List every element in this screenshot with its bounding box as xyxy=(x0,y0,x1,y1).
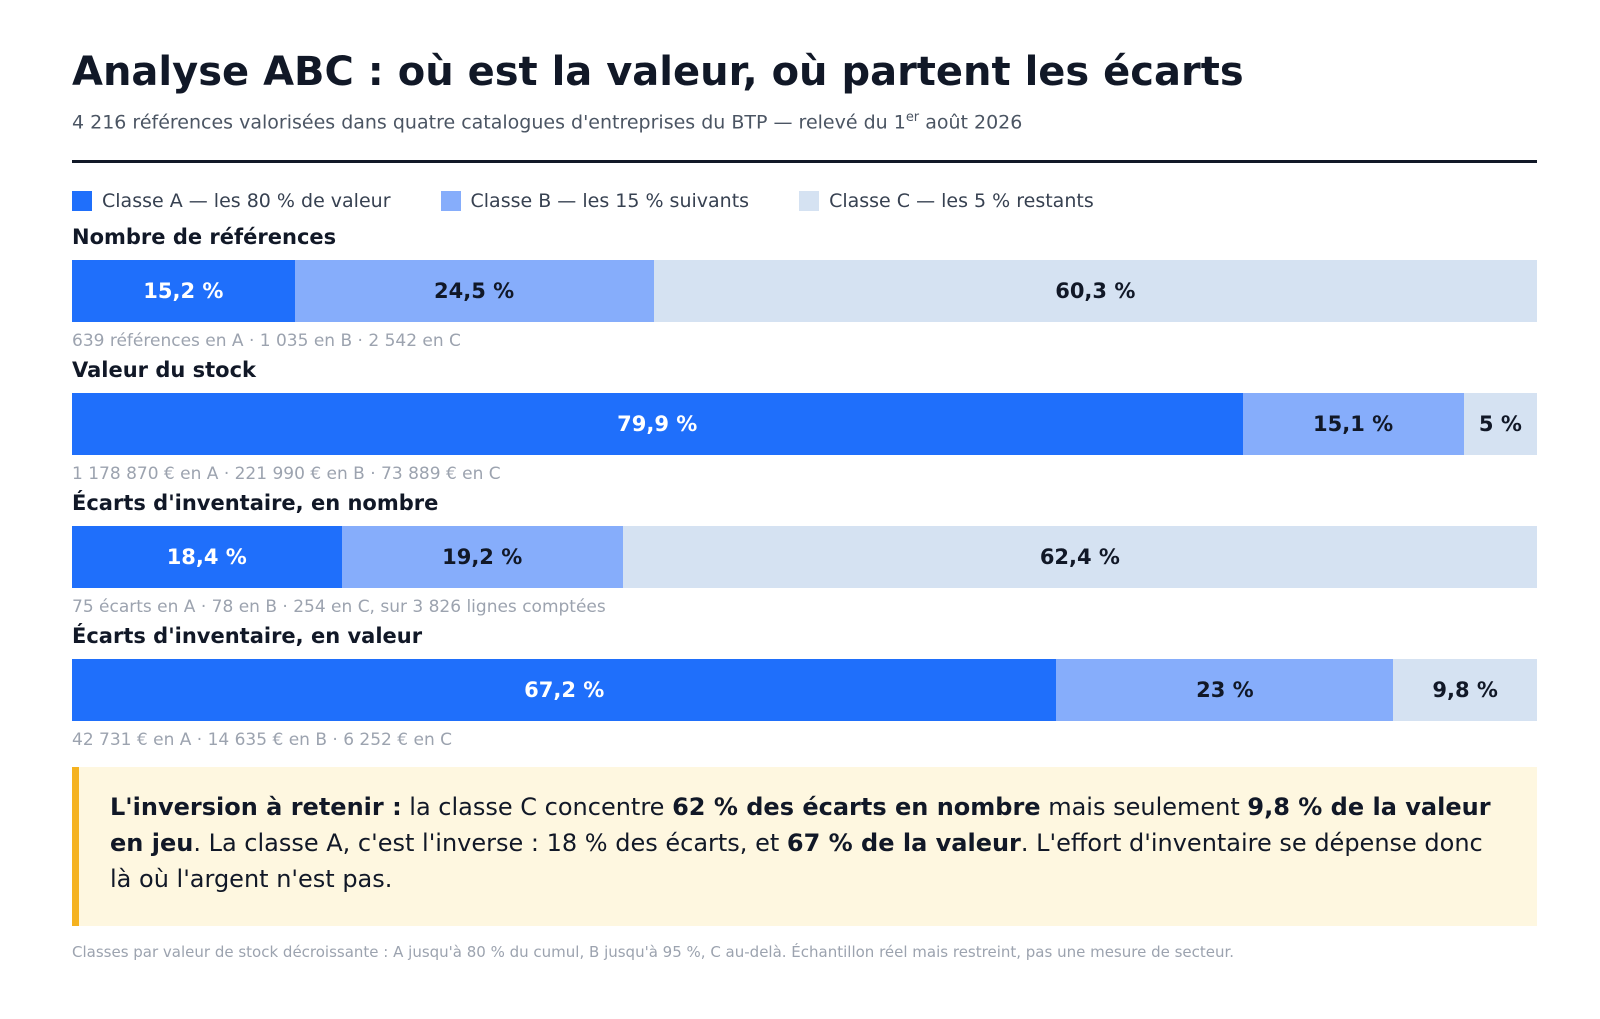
callout-highlight: 67 % de la valeur xyxy=(786,829,1021,857)
chart-row-gap-count: Écarts d'inventaire, en nombre 18,4 % 19,… xyxy=(72,488,1537,618)
callout-text: mais seulement xyxy=(1040,793,1248,821)
bar-segment-class-a: 67,2 % xyxy=(72,659,1057,721)
bar-value-label: 67,2 % xyxy=(524,678,605,702)
row-note: 1 178 870 € en A · 221 990 € en B · 73 8… xyxy=(72,464,501,484)
legend-item-b: Classe B — les 15 % suivants xyxy=(440,190,750,212)
legend-item-a: Classe A — les 80 % de valeur xyxy=(72,190,391,212)
chart-row-stock-value: Valeur du stock 79,9 % 15,1 % 5 % 1 178 87… xyxy=(72,355,1537,485)
chart-row-gap-value: Écarts d'inventaire, en valeur 67,2 % 23 … xyxy=(72,621,1537,751)
bar-segment-class-c: 60,3 % xyxy=(653,260,1537,322)
legend-swatch-b xyxy=(440,191,461,211)
row-note: 75 écarts en A · 78 en B · 254 en C, sur… xyxy=(72,597,606,617)
page-subtitle: 4 216 références valorisées dans quatre … xyxy=(72,110,1022,133)
bar-segment-class-c: 9,8 % xyxy=(1393,659,1537,721)
bar-segment-class-b: 15,1 % xyxy=(1242,393,1464,455)
bar-value-label: 18,4 % xyxy=(166,545,247,569)
bar-value-label: 15,2 % xyxy=(143,279,224,303)
legend-swatch-c xyxy=(799,191,820,211)
stacked-bar: 18,4 % 19,2 % 62,4 % xyxy=(72,526,1537,588)
callout-text: la classe C concentre xyxy=(401,793,673,821)
row-note: 639 références en A · 1 035 en B · 2 542… xyxy=(72,331,461,351)
bar-value-label: 62,4 % xyxy=(1039,545,1120,569)
bar-value-label: 79,9 % xyxy=(617,412,698,436)
callout-highlight: 62 % des écarts en nombre xyxy=(672,793,1041,821)
row-label: Écarts d'inventaire, en valeur xyxy=(72,624,423,648)
bar-value-label: 23 % xyxy=(1196,678,1254,702)
stacked-bar: 67,2 % 23 % 9,8 % xyxy=(72,659,1537,721)
callout-lead: L'inversion à retenir : xyxy=(110,793,402,821)
legend-item-c: Classe C — les 5 % restants xyxy=(799,190,1094,212)
chart-row-references: Nombre de références 15,2 % 24,5 % 60,3 % … xyxy=(72,222,1537,352)
legend-label-b: Classe B — les 15 % suivants xyxy=(470,190,750,212)
bar-segment-class-a: 15,2 % xyxy=(72,260,295,322)
callout-text: . La classe A, c'est l'inverse : 18 % de… xyxy=(193,829,787,857)
legend-label-a: Classe A — les 80 % de valeur xyxy=(102,190,391,212)
subtitle-text: 4 216 références valorisées dans quatre … xyxy=(72,111,906,134)
bar-value-label: 19,2 % xyxy=(442,545,523,569)
bar-segment-class-b: 19,2 % xyxy=(341,526,623,588)
bar-segment-class-b: 23 % xyxy=(1056,659,1394,721)
bar-segment-class-b: 24,5 % xyxy=(294,260,654,322)
bar-value-label: 24,5 % xyxy=(434,279,515,303)
footnote: Classes par valeur de stock décroissante… xyxy=(72,943,1235,961)
subtitle-superscript: er xyxy=(905,110,920,125)
row-label: Valeur du stock xyxy=(72,358,257,382)
row-label: Nombre de références xyxy=(72,225,337,249)
title-divider xyxy=(72,160,1537,163)
bar-value-label: 60,3 % xyxy=(1055,279,1136,303)
bar-value-label: 15,1 % xyxy=(1313,412,1394,436)
bar-segment-class-a: 79,9 % xyxy=(72,393,1243,455)
subtitle-date: août 2026 xyxy=(919,111,1023,134)
bar-segment-class-c: 5 % xyxy=(1463,393,1537,455)
legend-swatch-a xyxy=(72,191,92,211)
callout-highlight: 9,8 % de la valeur en jeu xyxy=(110,793,1491,857)
legend: Classe A — les 80 % de valeur Classe B —… xyxy=(72,190,1144,212)
bar-segment-class-c: 62,4 % xyxy=(622,526,1537,588)
bar-value-label: 5 % xyxy=(1478,412,1522,436)
insight-callout: L'inversion à retenir : la classe C conc… xyxy=(72,767,1537,926)
row-label: Écarts d'inventaire, en nombre xyxy=(72,491,439,515)
callout-text: . L'effort d'inventaire se dépense donc … xyxy=(110,829,1483,893)
stacked-bar: 79,9 % 15,1 % 5 % xyxy=(72,393,1537,455)
row-note: 42 731 € en A · 14 635 € en B · 6 252 € … xyxy=(72,730,453,750)
legend-label-c: Classe C — les 5 % restants xyxy=(829,190,1094,212)
bar-segment-class-a: 18,4 % xyxy=(72,526,342,588)
bar-value-label: 9,8 % xyxy=(1432,678,1498,702)
page-title: Analyse ABC : où est la valeur, où parte… xyxy=(72,49,1244,95)
stacked-bar: 15,2 % 24,5 % 60,3 % xyxy=(72,260,1537,322)
